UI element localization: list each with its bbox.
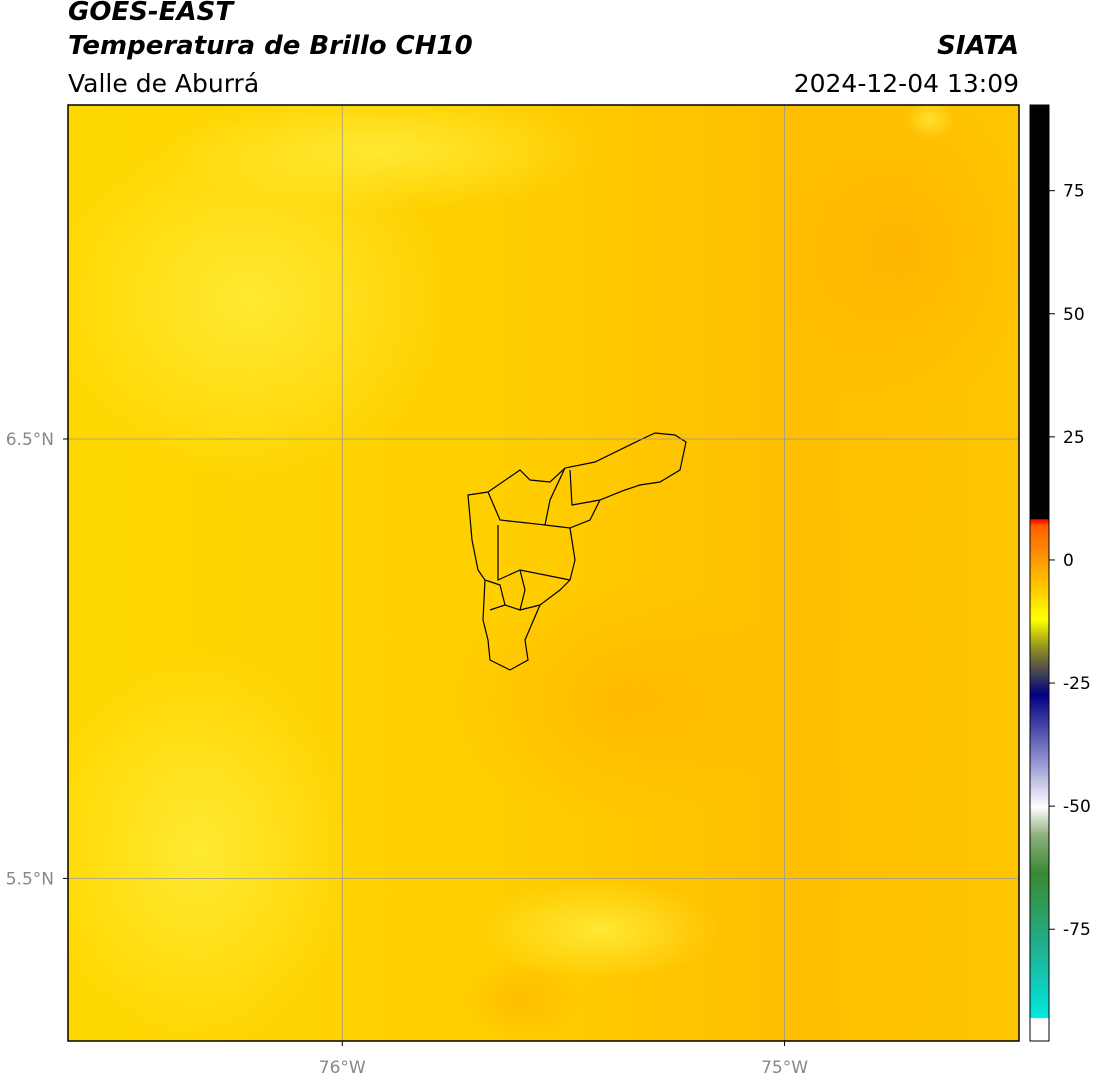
timestamp: 2024-12-04 13:09 bbox=[794, 69, 1019, 98]
subtitle: Temperatura de Brillo CH10 bbox=[68, 31, 473, 61]
cool-area bbox=[460, 960, 580, 1040]
colorbar-tick-label: 75 bbox=[1063, 182, 1085, 202]
warm-area bbox=[480, 880, 720, 980]
colorbar bbox=[1029, 104, 1050, 1042]
colorbar-tick-label: 25 bbox=[1063, 428, 1085, 448]
title: GOES-EAST bbox=[68, 0, 235, 27]
colorbar-tick-label: 50 bbox=[1063, 305, 1085, 325]
lon-tick-label: 76°W bbox=[319, 1058, 366, 1078]
cool-area bbox=[440, 580, 800, 820]
colorbar-tick-label: -75 bbox=[1063, 920, 1091, 940]
colorbar-tick-label: 0 bbox=[1063, 551, 1074, 571]
map-field bbox=[68, 105, 1019, 1041]
lat-tick-label: 6.5°N bbox=[6, 430, 54, 450]
lon-tick-label: 75°W bbox=[761, 1058, 808, 1078]
region: Valle de Aburrá bbox=[68, 69, 259, 98]
warm-area bbox=[160, 105, 600, 210]
lat-tick-label: 5.5°N bbox=[6, 869, 54, 889]
valley-boundaries bbox=[467, 432, 687, 671]
cool-area bbox=[760, 105, 1019, 410]
colorbar-tick-label: -50 bbox=[1063, 797, 1091, 817]
warm-area bbox=[68, 120, 450, 480]
map-frame bbox=[67, 104, 1020, 1042]
colorbar-tick-label: -25 bbox=[1063, 674, 1091, 694]
warm-area bbox=[68, 650, 360, 1041]
graticule bbox=[68, 105, 1019, 1041]
source: SIATA bbox=[937, 31, 1019, 61]
